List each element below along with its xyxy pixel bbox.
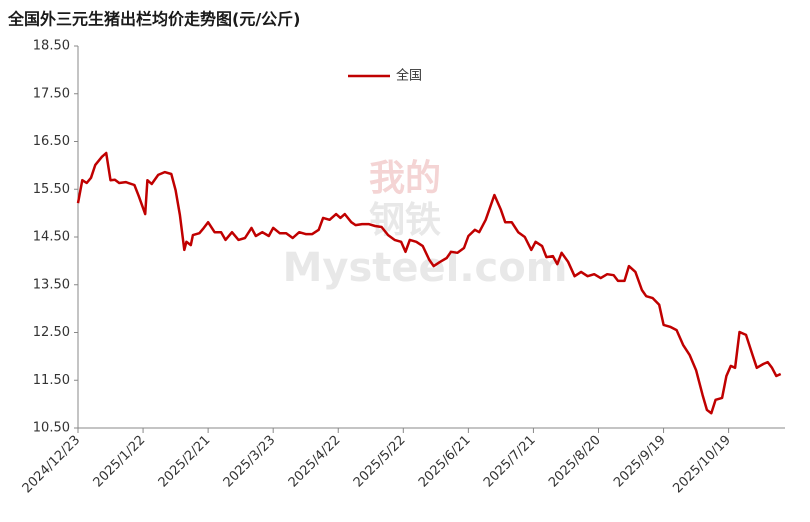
x-tick-label: 2025/10/19 [670, 433, 734, 497]
y-tick-label: 11.50 [33, 373, 70, 388]
watermark: 钢铁 [369, 200, 441, 241]
y-tick-label: 10.50 [33, 421, 70, 436]
y-tick-label: 17.50 [33, 86, 70, 101]
x-tick-label: 2025/2/21 [156, 433, 214, 491]
y-tick-label: 13.50 [33, 277, 70, 292]
y-tick-label: 18.50 [33, 39, 70, 54]
x-tick-label: 2025/3/23 [221, 433, 279, 491]
x-tick-label: 2025/5/22 [351, 433, 409, 491]
x-tick-label: 2025/4/22 [286, 433, 344, 491]
x-tick-label: 2025/9/19 [611, 433, 669, 491]
legend-label: 全国 [396, 68, 422, 84]
chart-title: 全国外三元生猪出栏均价走势图(元/公斤) [7, 10, 300, 29]
y-tick-label: 12.50 [33, 325, 70, 340]
x-tick-label: 2025/7/21 [481, 433, 539, 491]
y-tick-label: 16.50 [33, 134, 70, 149]
x-tick-label: 2025/6/21 [416, 433, 474, 491]
x-tick-label: 2025/1/22 [91, 433, 149, 491]
y-tick-label: 15.50 [33, 182, 70, 197]
line [76, 151, 782, 415]
x-tick-label: 2024/12/23 [20, 433, 84, 497]
watermark: 我的 [369, 158, 441, 199]
y-tick-label: 14.50 [33, 230, 70, 245]
x-tick-label: 2025/8/20 [546, 433, 604, 491]
